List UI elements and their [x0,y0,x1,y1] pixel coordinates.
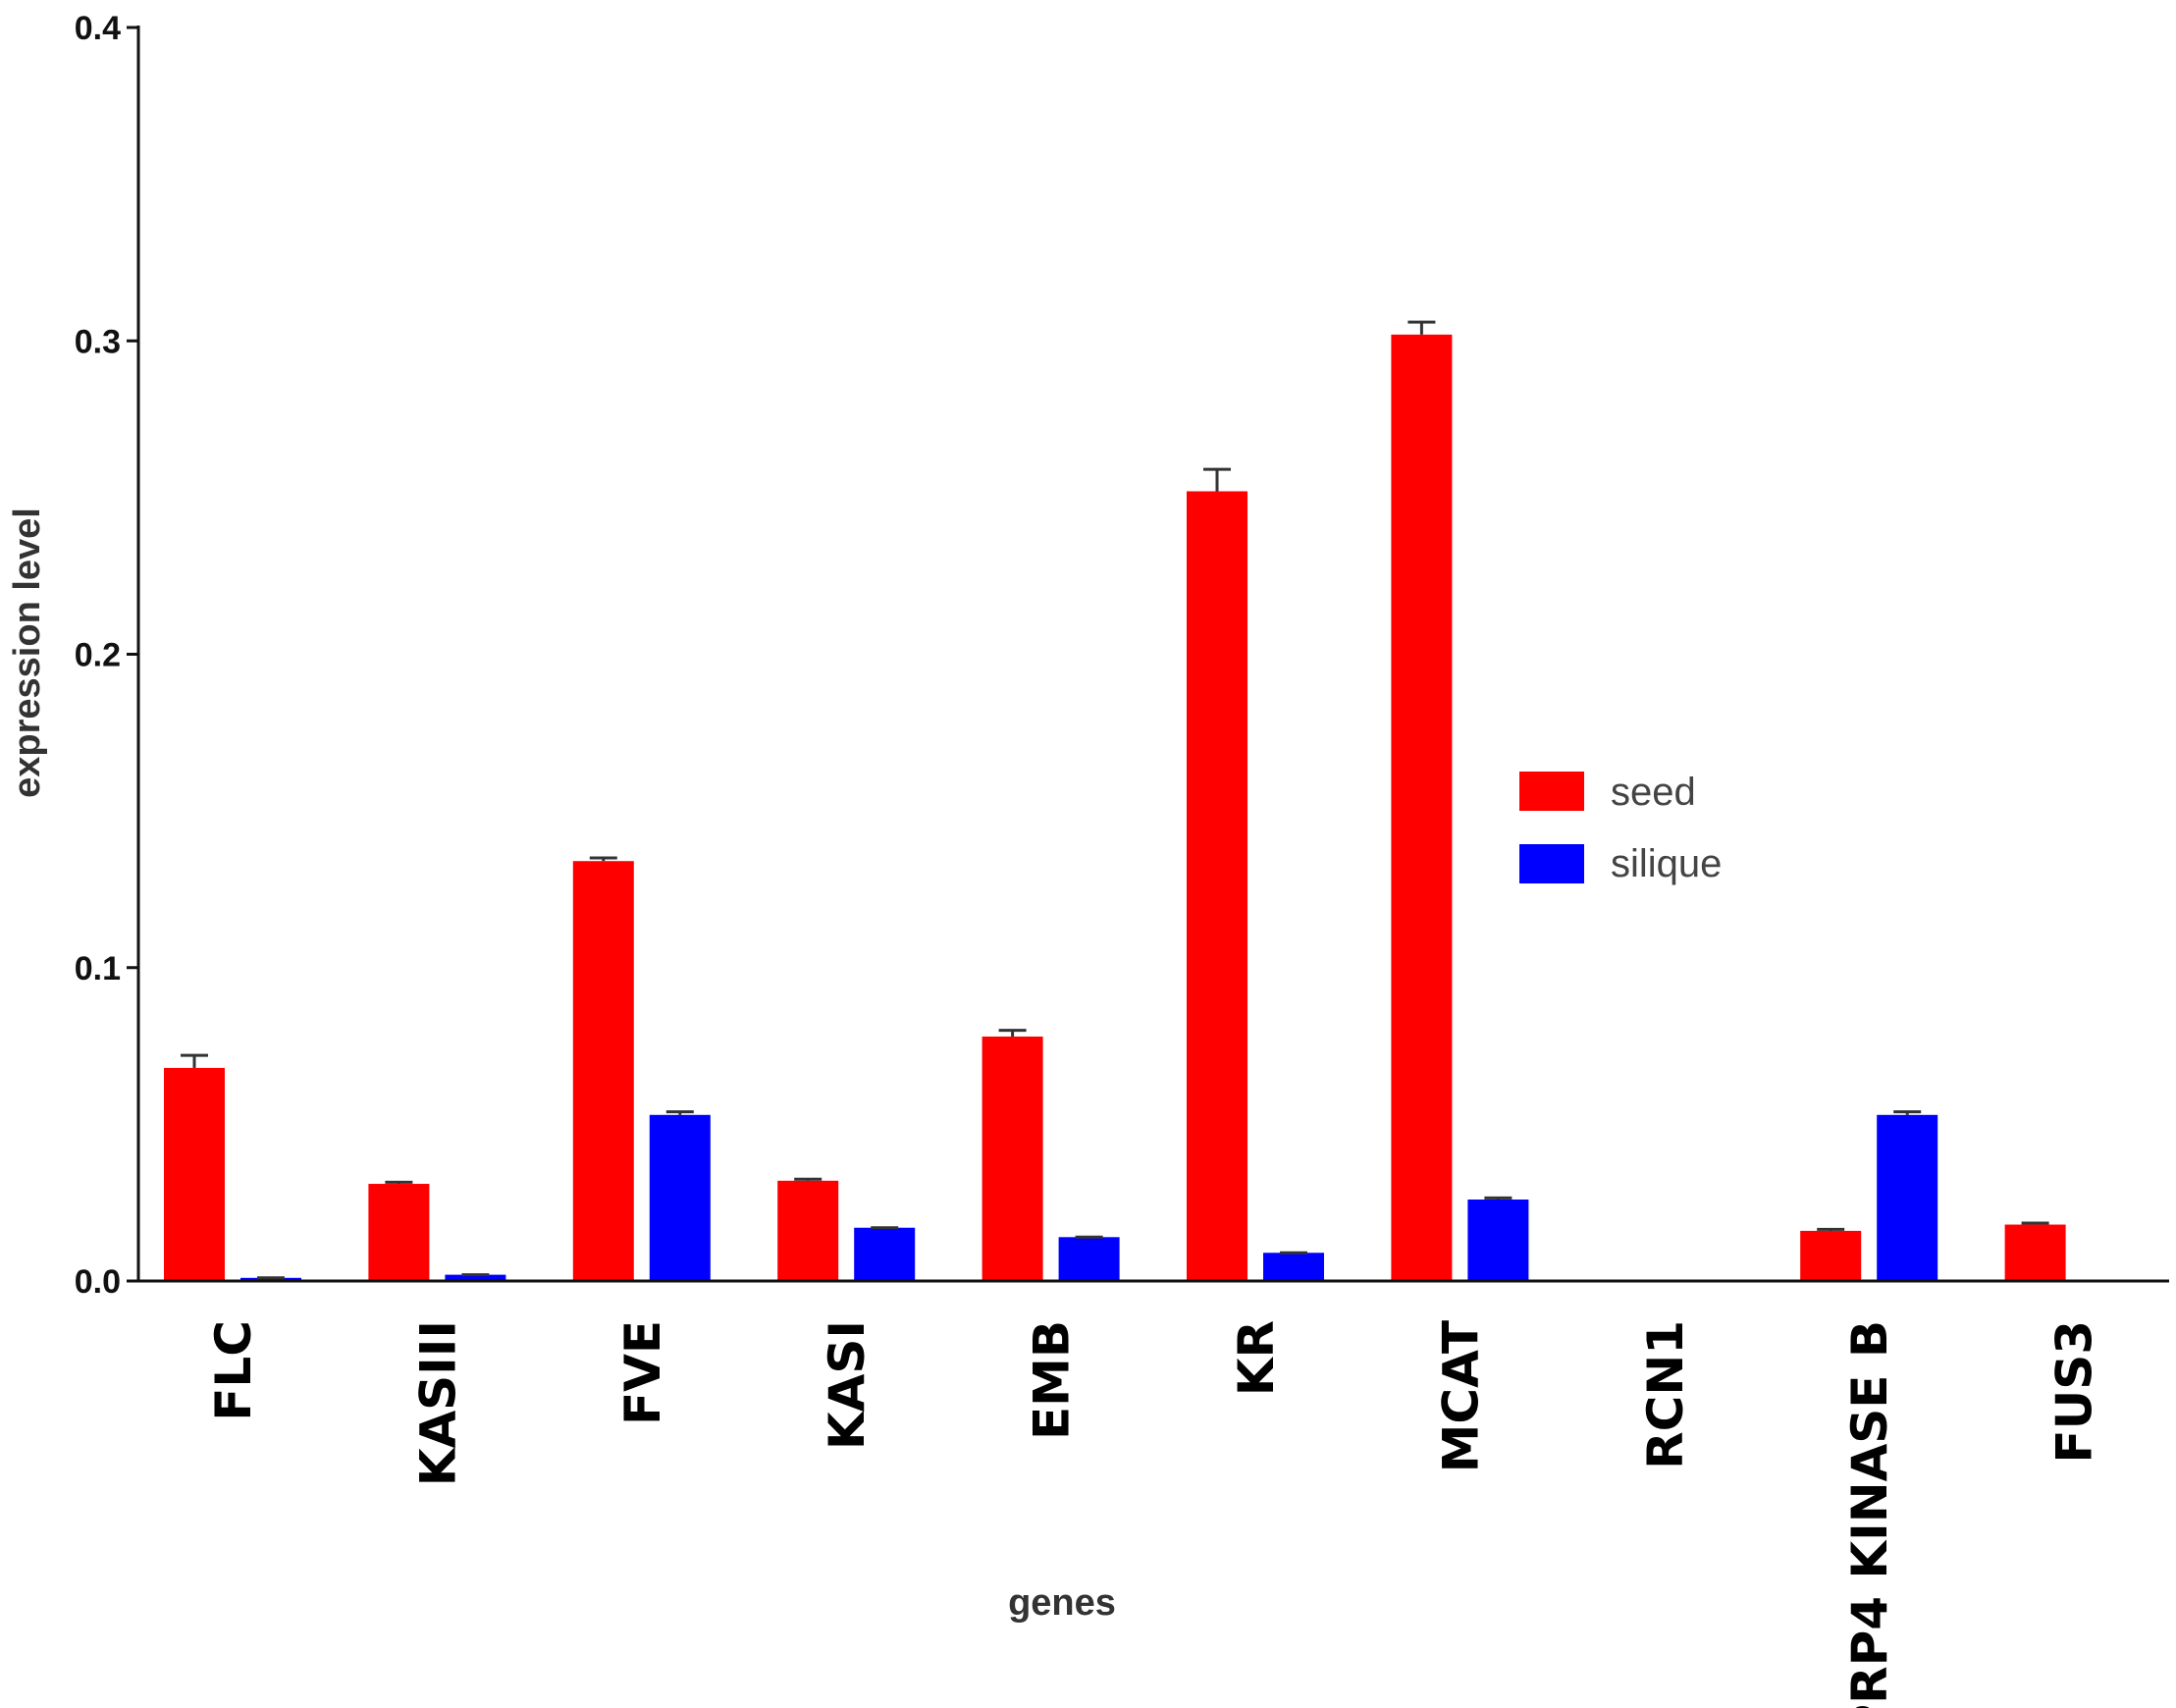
bar-seed-kr [1187,491,1247,1281]
x-tick-labels: FLC KASIII FVE KASI EMB KR MCAT RCN1 PRP4 KINASE… [205,1320,2103,1708]
legend-label-seed: seed [1611,771,1696,814]
bar-silique-kasi [854,1227,916,1281]
y-tick-label: 0.1 [75,950,121,987]
x-tick-label-flc: FLC [205,1320,262,1421]
y-axis-title: expression level [7,507,48,798]
bar-silique-fve [649,1114,711,1281]
bar-seed-emb [982,1036,1043,1281]
legend-swatch-seed [1519,772,1584,811]
y-tick-label: 0.3 [75,323,121,360]
bar-seed-mcat [1391,334,1453,1281]
bar-seed-fus3 [2004,1224,2066,1281]
bar-silique-prp4-kinase-b [1877,1114,1938,1281]
legend-swatch-silique [1519,844,1584,883]
bar-silique-kasiii [445,1274,506,1281]
y-ticks: 0.0 0.1 0.2 0.3 0.4 [75,10,138,1301]
bar-silique-flc [240,1277,301,1281]
x-tick-label-prp4-kinase-b: PRP4 KINASE B [1841,1320,1898,1708]
bar-silique-emb [1058,1237,1120,1281]
x-tick-label-mcat: MCAT [1432,1320,1489,1472]
x-tick-label-fve: FVE [614,1320,671,1425]
x-tick-label-kasi: KASI [819,1320,876,1450]
bar-seed-fve [572,861,634,1281]
y-tick-label: 0.0 [75,1263,121,1301]
x-tick-label-kr: KR [1228,1320,1285,1396]
error-bars-layer [181,320,2049,1280]
legend: seed silique [1519,771,1722,885]
axes-layer [136,26,2169,1283]
y-tick-label: 0.4 [75,10,121,47]
y-tick-label: 0.2 [75,637,121,674]
bar-silique-kr [1263,1253,1324,1281]
bars-layer [164,334,2066,1281]
x-tick-label-kasiii: KASIII [409,1320,466,1486]
bar-seed-prp4-kinase-b [1800,1230,1862,1281]
bar-seed-kasiii [368,1184,430,1281]
x-tick-label-emb: EMB [1024,1320,1081,1440]
x-tick-label-fus3: FUS3 [2046,1320,2103,1464]
bar-seed-kasi [777,1180,839,1281]
bar-seed-flc [164,1067,225,1281]
x-axis-title: genes [1008,1582,1116,1624]
x-tick-label-rcn1: RCN1 [1637,1320,1694,1469]
bar-silique-mcat [1467,1199,1529,1281]
legend-label-silique: silique [1611,842,1722,885]
